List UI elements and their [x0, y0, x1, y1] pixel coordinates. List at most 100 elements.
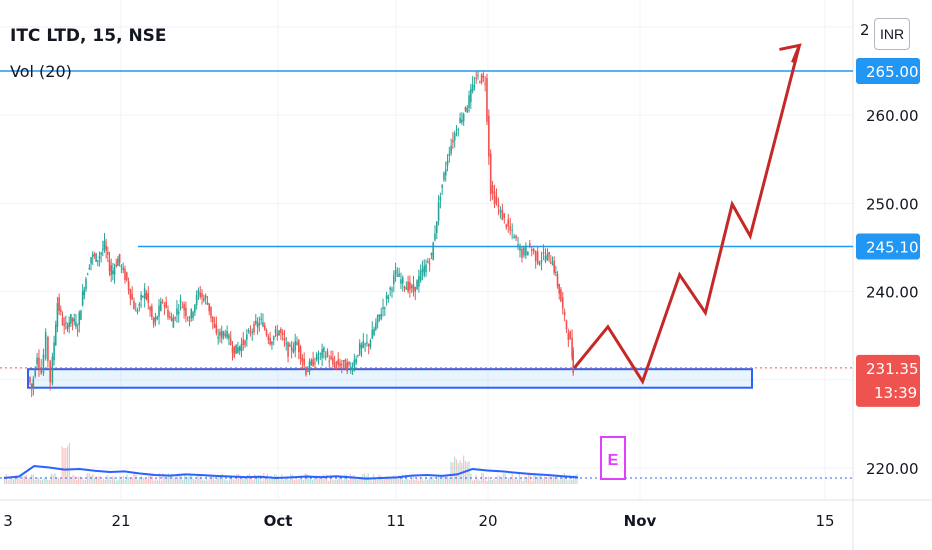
candle-body [324, 356, 327, 358]
candle-body [569, 331, 572, 340]
currency-button[interactable]: INR [874, 18, 910, 50]
candle-body [538, 261, 541, 265]
volume-bar [151, 473, 153, 484]
volume-bar [137, 479, 139, 484]
volume-bar [358, 479, 360, 484]
grid-lines [0, 0, 853, 500]
candle-body [68, 322, 70, 327]
volume-bar [340, 477, 342, 484]
volume-bar [162, 473, 164, 484]
volume-bar [401, 474, 403, 484]
volume-bar [81, 477, 83, 484]
candle-body [110, 265, 112, 276]
volume-bar [522, 480, 524, 484]
projection-arrowhead [779, 43, 802, 63]
last-price-tag [856, 354, 920, 407]
volume-bar [517, 479, 519, 484]
volume-bar [268, 478, 270, 484]
volume-bar [554, 476, 556, 484]
volume-bar [250, 476, 252, 484]
volume-bar [356, 479, 358, 484]
candle-body [96, 260, 99, 262]
volume-bar [191, 474, 193, 484]
volume-bar [434, 480, 436, 484]
candle-body [396, 275, 399, 277]
candle-body [176, 308, 178, 316]
candle-body [523, 247, 525, 256]
volume-bar [193, 478, 195, 484]
candle-body [60, 309, 62, 312]
volume-bar [178, 476, 180, 484]
last-price-label: 231.35 [866, 360, 919, 378]
volume-bar [90, 475, 92, 484]
candle-body [342, 360, 345, 362]
candle-body [61, 317, 64, 325]
volume-bar [511, 473, 513, 484]
candle-body [315, 353, 318, 361]
volume-bar [225, 479, 227, 484]
volume-bar [538, 474, 540, 484]
candle-body [192, 312, 194, 319]
volume-bar [234, 479, 236, 484]
candle-body [418, 276, 420, 287]
volume-bar [569, 474, 571, 484]
volume-bar [326, 474, 328, 484]
candle-body [563, 311, 566, 315]
candle-body [260, 318, 262, 320]
volume-bar [265, 477, 267, 484]
volume-bar [14, 477, 16, 484]
volume-bar [459, 460, 461, 484]
volume-bar [407, 479, 409, 484]
volume-bar [439, 474, 441, 484]
candle-body [156, 316, 159, 319]
candle-body [81, 291, 84, 306]
volume-bar [394, 475, 396, 484]
support-zone [27, 368, 753, 389]
candle-body [224, 334, 227, 337]
volume-bar [86, 473, 88, 484]
volume-bar [551, 477, 553, 484]
volume-bar [508, 477, 510, 484]
volume-bar [205, 474, 207, 484]
candle-body [197, 290, 200, 294]
volume-bar [310, 476, 312, 484]
candle-body [71, 317, 74, 322]
volume-legend[interactable]: Vol (20) [10, 62, 72, 81]
volume-bar [95, 476, 97, 484]
volume-bar [292, 474, 294, 484]
volume-bar [355, 477, 357, 484]
candle-body [385, 295, 388, 299]
volume-bar [553, 475, 555, 484]
volume-bar [549, 475, 551, 484]
candle-body [301, 358, 304, 362]
candle-body [161, 301, 164, 303]
candle-body [296, 342, 298, 345]
symbol-legend[interactable]: ITC LTD, 15, NSE [10, 26, 167, 46]
volume-bar [572, 475, 574, 484]
candle-body [127, 281, 130, 290]
volume-bar [524, 476, 526, 484]
volume-bar [34, 479, 36, 484]
candle-body [480, 74, 483, 83]
candle-body [80, 310, 82, 320]
volume-bar [259, 476, 261, 484]
candle-body [95, 253, 97, 262]
candle-body [459, 117, 461, 123]
candle-body [276, 332, 279, 337]
candle-body [54, 324, 57, 346]
candle-body [312, 359, 314, 367]
candle-body [56, 303, 59, 327]
candle-body [428, 263, 431, 265]
candle-body [217, 336, 219, 339]
volume-bar [182, 480, 184, 484]
candle-body [572, 350, 574, 374]
candle-body [439, 196, 442, 201]
volume-bar [328, 480, 330, 484]
candle-body [235, 344, 237, 354]
volume-bar [484, 478, 486, 484]
candles [29, 70, 574, 398]
candle-body [482, 75, 485, 78]
volume-bar [284, 478, 286, 484]
